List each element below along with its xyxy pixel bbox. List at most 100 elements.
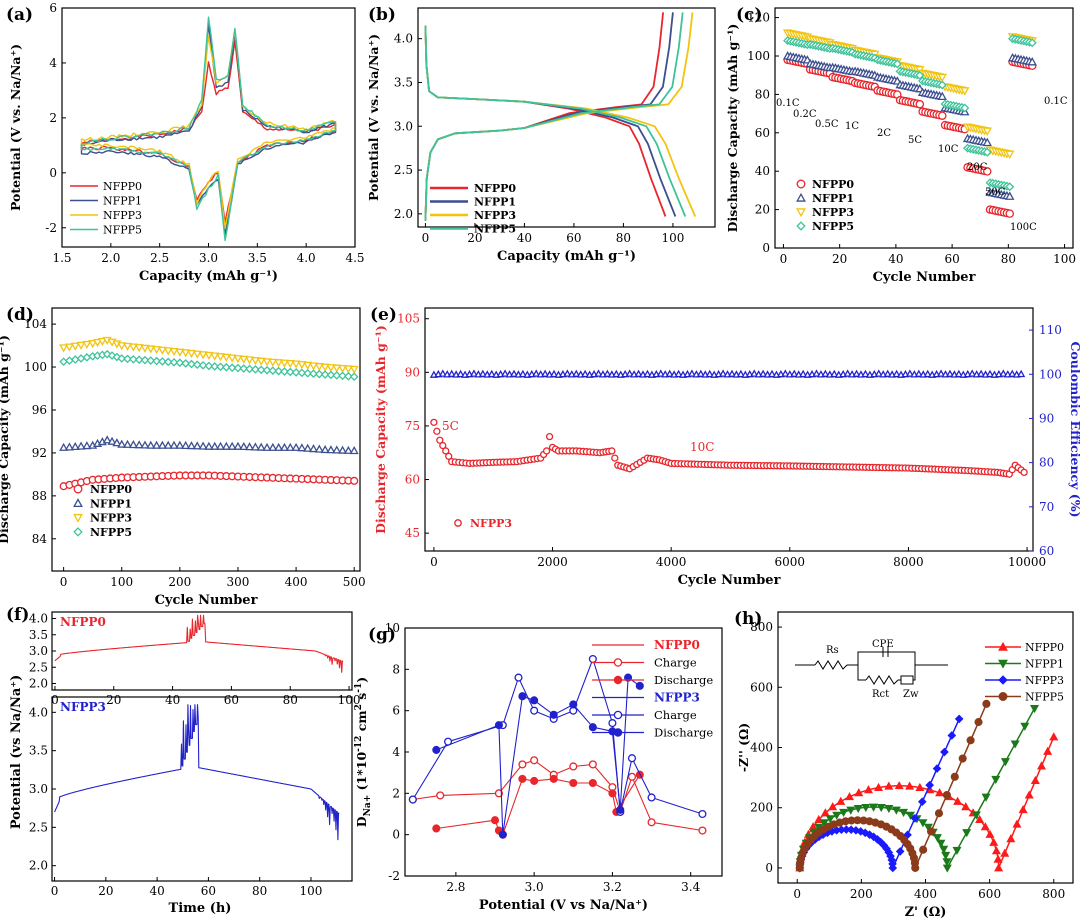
y-tick-label: 75 <box>405 419 420 433</box>
data-point <box>117 439 127 448</box>
data-point <box>432 745 441 754</box>
data-point <box>227 354 237 363</box>
legend-label: NFPP0 <box>474 182 516 195</box>
data-point <box>861 803 871 813</box>
x-axis-label: Z' (Ω) <box>905 905 947 920</box>
ce-point <box>687 369 697 377</box>
y-axis-label-part: cm <box>354 710 369 735</box>
x-tick-label: 0 <box>793 887 801 901</box>
legend-label: NFPP0 <box>90 483 132 496</box>
x-tick-label: 2.5 <box>150 251 169 265</box>
data-point <box>181 440 191 449</box>
data-point <box>297 361 307 370</box>
data-point <box>1027 38 1037 48</box>
x-tick-label: 40 <box>149 884 164 898</box>
data-point <box>169 440 179 449</box>
x-tick-label: 2.8 <box>446 880 465 894</box>
data-point <box>82 340 92 350</box>
data-point <box>198 351 208 360</box>
y-tick-label: 600 <box>750 680 773 694</box>
y-axis-label-part: s <box>354 693 369 704</box>
y-tick-label: 2.5 <box>394 163 413 177</box>
y-tick-label: 40 <box>755 164 770 178</box>
data-point <box>1030 775 1040 784</box>
x-tick-label: 3.0 <box>199 251 218 265</box>
data-point <box>635 681 644 690</box>
data-point <box>157 440 167 449</box>
data-point <box>925 780 934 790</box>
y-tick-label: 0 <box>762 241 770 255</box>
x-axis-label: Potential (V vs Na/Na⁺) <box>479 898 648 913</box>
data-point <box>828 802 838 811</box>
data-point <box>991 775 1001 785</box>
y-axis-label: Potential (V vs. Na/Na⁺) <box>366 34 381 201</box>
data-point <box>309 362 319 371</box>
ce-point <box>1017 369 1026 378</box>
data-point <box>239 355 249 364</box>
data-point <box>869 832 878 842</box>
data-point <box>152 440 162 449</box>
legend-label: NFPP3 <box>654 691 700 705</box>
y2-axis-label: Coulombic Efficiency (%) <box>1068 341 1080 517</box>
data-point <box>874 782 884 791</box>
data-point <box>989 837 999 846</box>
ce-point <box>954 369 963 378</box>
y2-tick-label: 60 <box>1039 544 1054 558</box>
legend-label: NFPP1 <box>812 192 854 205</box>
data-point <box>905 781 915 790</box>
data-point <box>233 355 243 364</box>
legend-marker-NFPP5 <box>796 221 806 231</box>
data-point <box>518 692 527 701</box>
y-tick-label: 60 <box>755 126 770 140</box>
data-point <box>303 368 313 378</box>
data-point <box>954 714 964 724</box>
legend-marker <box>613 710 623 720</box>
data-point <box>1043 746 1053 755</box>
capacity-point <box>545 432 554 441</box>
data-point <box>991 846 1001 855</box>
y-tick-label: 80 <box>755 87 770 101</box>
x-axis-label: Cycle Number <box>873 270 976 285</box>
data-point <box>982 699 991 708</box>
plot-frame <box>424 307 1034 552</box>
data-point <box>1012 819 1022 828</box>
ce-point <box>985 369 995 378</box>
data-point <box>216 362 225 372</box>
data-point <box>175 348 185 357</box>
x-tick-label: 200 <box>168 575 191 589</box>
data-point <box>59 357 68 366</box>
y-tick-label: 2.5 <box>29 820 48 834</box>
data-point <box>210 352 220 361</box>
legend-marker-NFPP5 <box>73 527 83 537</box>
data-point <box>326 364 336 373</box>
legend-label: NFPP1 <box>474 196 516 209</box>
y-tick-label: 4.0 <box>394 32 413 46</box>
data-point <box>937 73 947 83</box>
data-point <box>297 443 307 452</box>
data-point <box>82 353 92 362</box>
panel-label: (h) <box>734 609 762 629</box>
ce-point <box>572 369 581 377</box>
x-tick-label: 0 <box>780 252 788 266</box>
data-point <box>549 710 558 719</box>
legend-marker <box>613 675 623 685</box>
x-tick-label: 500 <box>343 575 366 589</box>
x-tick-label: 3.4 <box>681 880 700 894</box>
x-tick-label: 100 <box>1053 252 1076 266</box>
data-point <box>530 756 539 765</box>
data-point <box>869 803 879 812</box>
capacity-point <box>611 454 619 462</box>
y-tick-label: 90 <box>405 365 420 379</box>
ce-point <box>643 369 652 378</box>
data-point <box>192 360 202 369</box>
ce-point <box>821 369 830 377</box>
x-tick-label: 0 <box>51 884 59 898</box>
data-point <box>627 754 637 763</box>
x-tick-label: 10000 <box>1008 555 1046 569</box>
x-tick-label: 400 <box>914 887 937 901</box>
rate-label: 10C <box>938 144 959 155</box>
y-tick-label: 6 <box>392 704 400 718</box>
legend-label: NFPP0 <box>1025 641 1064 654</box>
panel-label: (g) <box>368 625 396 645</box>
data-point <box>344 371 353 381</box>
